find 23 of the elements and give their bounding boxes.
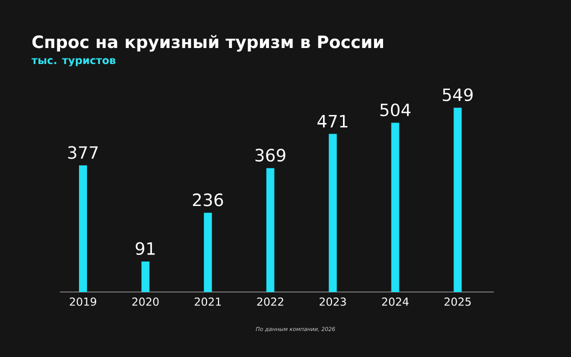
x-tick-label: 2024 — [382, 298, 409, 306]
bar — [454, 108, 462, 292]
chart-subtitle: тыс. туристов — [32, 58, 116, 66]
bar — [328, 134, 337, 292]
data-label: 236 — [192, 193, 223, 206]
chart-title: Спрос на круизный туризм в России — [32, 35, 384, 52]
x-tick-label: 2022 — [257, 298, 284, 306]
bar — [266, 168, 274, 292]
x-tick-label: 2023 — [320, 298, 346, 306]
data-label: 471 — [317, 115, 348, 128]
data-label: 369 — [255, 148, 286, 162]
x-tick-label: 2019 — [70, 298, 96, 306]
x-tick-label: 2021 — [194, 298, 221, 306]
bar — [391, 122, 400, 292]
x-tick-label: 2020 — [132, 298, 159, 306]
data-label: 377 — [68, 146, 98, 159]
bar — [141, 261, 150, 292]
data-label: 91 — [136, 242, 155, 255]
x-tick-label: 2025 — [444, 298, 471, 306]
bar — [79, 165, 88, 292]
data-label: 549 — [442, 88, 473, 102]
data-label: 504 — [380, 103, 410, 116]
bar — [204, 212, 212, 292]
